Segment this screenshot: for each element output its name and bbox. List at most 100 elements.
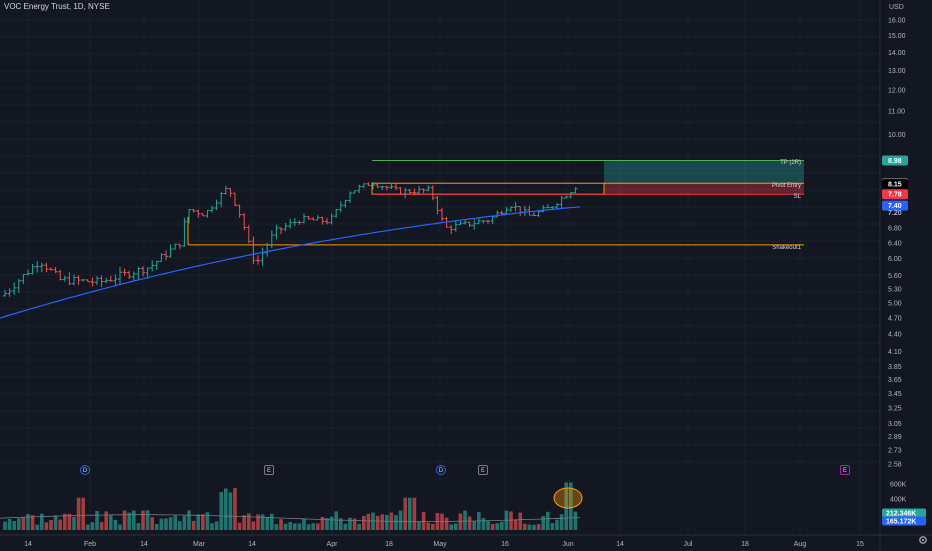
volume-bar — [67, 513, 72, 530]
volume-bar — [251, 521, 256, 530]
volume-bar — [173, 515, 177, 530]
price-tick-label: 5.60 — [888, 273, 902, 280]
volume-bar — [431, 523, 435, 530]
time-axis-label: Jul — [684, 541, 693, 548]
volume-bar — [228, 492, 233, 530]
price-tick-label: 4.40 — [888, 332, 902, 339]
volume-bar — [63, 513, 67, 530]
volume-bar — [210, 523, 214, 530]
loss-zone — [604, 183, 804, 195]
dividend-marker[interactable] — [80, 465, 90, 475]
gear-icon[interactable] — [917, 533, 929, 545]
volume-bar — [72, 516, 76, 530]
volume-bar — [44, 522, 49, 530]
event-marker-label: E — [267, 468, 271, 474]
volume-tag-bg — [882, 508, 926, 518]
earnings-marker[interactable] — [478, 465, 488, 475]
price-tag: 8.98 — [888, 158, 902, 165]
volume-bar — [297, 523, 302, 530]
volume-bar — [265, 516, 269, 530]
pivot-box[interactable] — [371, 182, 605, 195]
price-tag-bg — [882, 179, 908, 190]
time-axis-label: 14 — [616, 541, 624, 548]
volume-bar — [17, 518, 21, 530]
volume-bar — [311, 523, 315, 530]
volume-bar — [118, 524, 122, 530]
volume-bar — [49, 520, 53, 530]
volume-bar — [509, 511, 513, 530]
volume-bar — [178, 521, 182, 530]
time-axis-label: 14 — [24, 541, 32, 548]
pivot-label: Pivot Entry — [772, 183, 801, 189]
volume-bar — [463, 510, 467, 530]
price-tick-label: 4.70 — [888, 316, 902, 323]
price-tag: 7.40 — [888, 203, 902, 210]
earnings-marker[interactable] — [840, 465, 850, 475]
price-tick-label: 5.00 — [888, 301, 902, 308]
volume-tick-label: 400K — [890, 497, 907, 504]
volume-bar — [164, 518, 168, 530]
moving-average-line — [0, 206, 581, 319]
price-tick-label: 15.00 — [888, 33, 906, 40]
volume-bar — [247, 513, 251, 530]
volume-bar — [182, 515, 187, 530]
shakeout-label: Shakeout1 — [772, 245, 801, 251]
volume-bar — [357, 524, 361, 530]
volume-bar — [136, 523, 141, 530]
volume-bar — [90, 522, 95, 530]
time-axis-label: 18 — [385, 541, 393, 548]
volume-bar — [564, 482, 568, 530]
price-tag: 7.20 — [888, 210, 902, 217]
volume-bar — [81, 497, 85, 530]
price-tick-label: 5.30 — [888, 286, 902, 293]
event-marker-label: E — [843, 468, 847, 474]
symbol-title[interactable]: VOC Energy Trust, 1D, NYSE — [4, 2, 110, 11]
volume-bar — [288, 522, 292, 530]
event-marker-label: D — [439, 468, 444, 474]
volume-bar — [302, 518, 306, 530]
volume-bar — [536, 524, 541, 530]
price-tick-label: 2.58 — [888, 462, 902, 469]
price-tick-label: 4.10 — [888, 349, 902, 356]
volume-bar — [283, 523, 288, 530]
volume-bar — [7, 519, 12, 530]
volume-bar — [26, 513, 30, 530]
volume-bar — [366, 513, 371, 530]
time-axis-label: Feb — [84, 541, 96, 548]
dividend-marker[interactable] — [436, 465, 446, 475]
price-tick-label: 3.65 — [888, 377, 902, 384]
volume-bar — [348, 517, 352, 530]
volume-bar — [458, 513, 463, 530]
profit-zone — [604, 160, 804, 184]
time-axis-label: 18 — [741, 541, 749, 548]
volume-bar — [219, 492, 223, 530]
volume-bar — [270, 513, 274, 530]
volume-bar — [21, 517, 26, 530]
price-tag-bg — [882, 155, 908, 166]
volume-bar — [352, 518, 357, 530]
volume-bar — [30, 515, 35, 530]
price-tick-label: 3.85 — [888, 364, 902, 371]
volume-bar — [500, 521, 504, 530]
volume-highlight[interactable] — [553, 487, 583, 509]
price-tick-label: 3.45 — [888, 391, 902, 398]
volume-bar — [159, 518, 164, 530]
volume-bar — [490, 524, 495, 530]
volume-bar — [191, 520, 196, 530]
volume-tick-label: 600K — [890, 482, 907, 489]
volume-bar — [449, 524, 453, 530]
price-tick-label: 11.00 — [888, 109, 905, 116]
volume-bar — [329, 516, 334, 530]
volume-bar — [481, 518, 486, 530]
volume-bar — [320, 516, 325, 530]
earnings-marker[interactable] — [264, 465, 274, 475]
volume-bar — [76, 497, 81, 530]
price-tick-label: 6.00 — [888, 256, 902, 263]
volume-bar — [408, 497, 412, 530]
price-tick-label: 10.00 — [888, 132, 906, 139]
volume-bar — [155, 524, 159, 530]
price-tick-label: 3.25 — [888, 405, 902, 412]
volume-bar — [426, 522, 430, 530]
